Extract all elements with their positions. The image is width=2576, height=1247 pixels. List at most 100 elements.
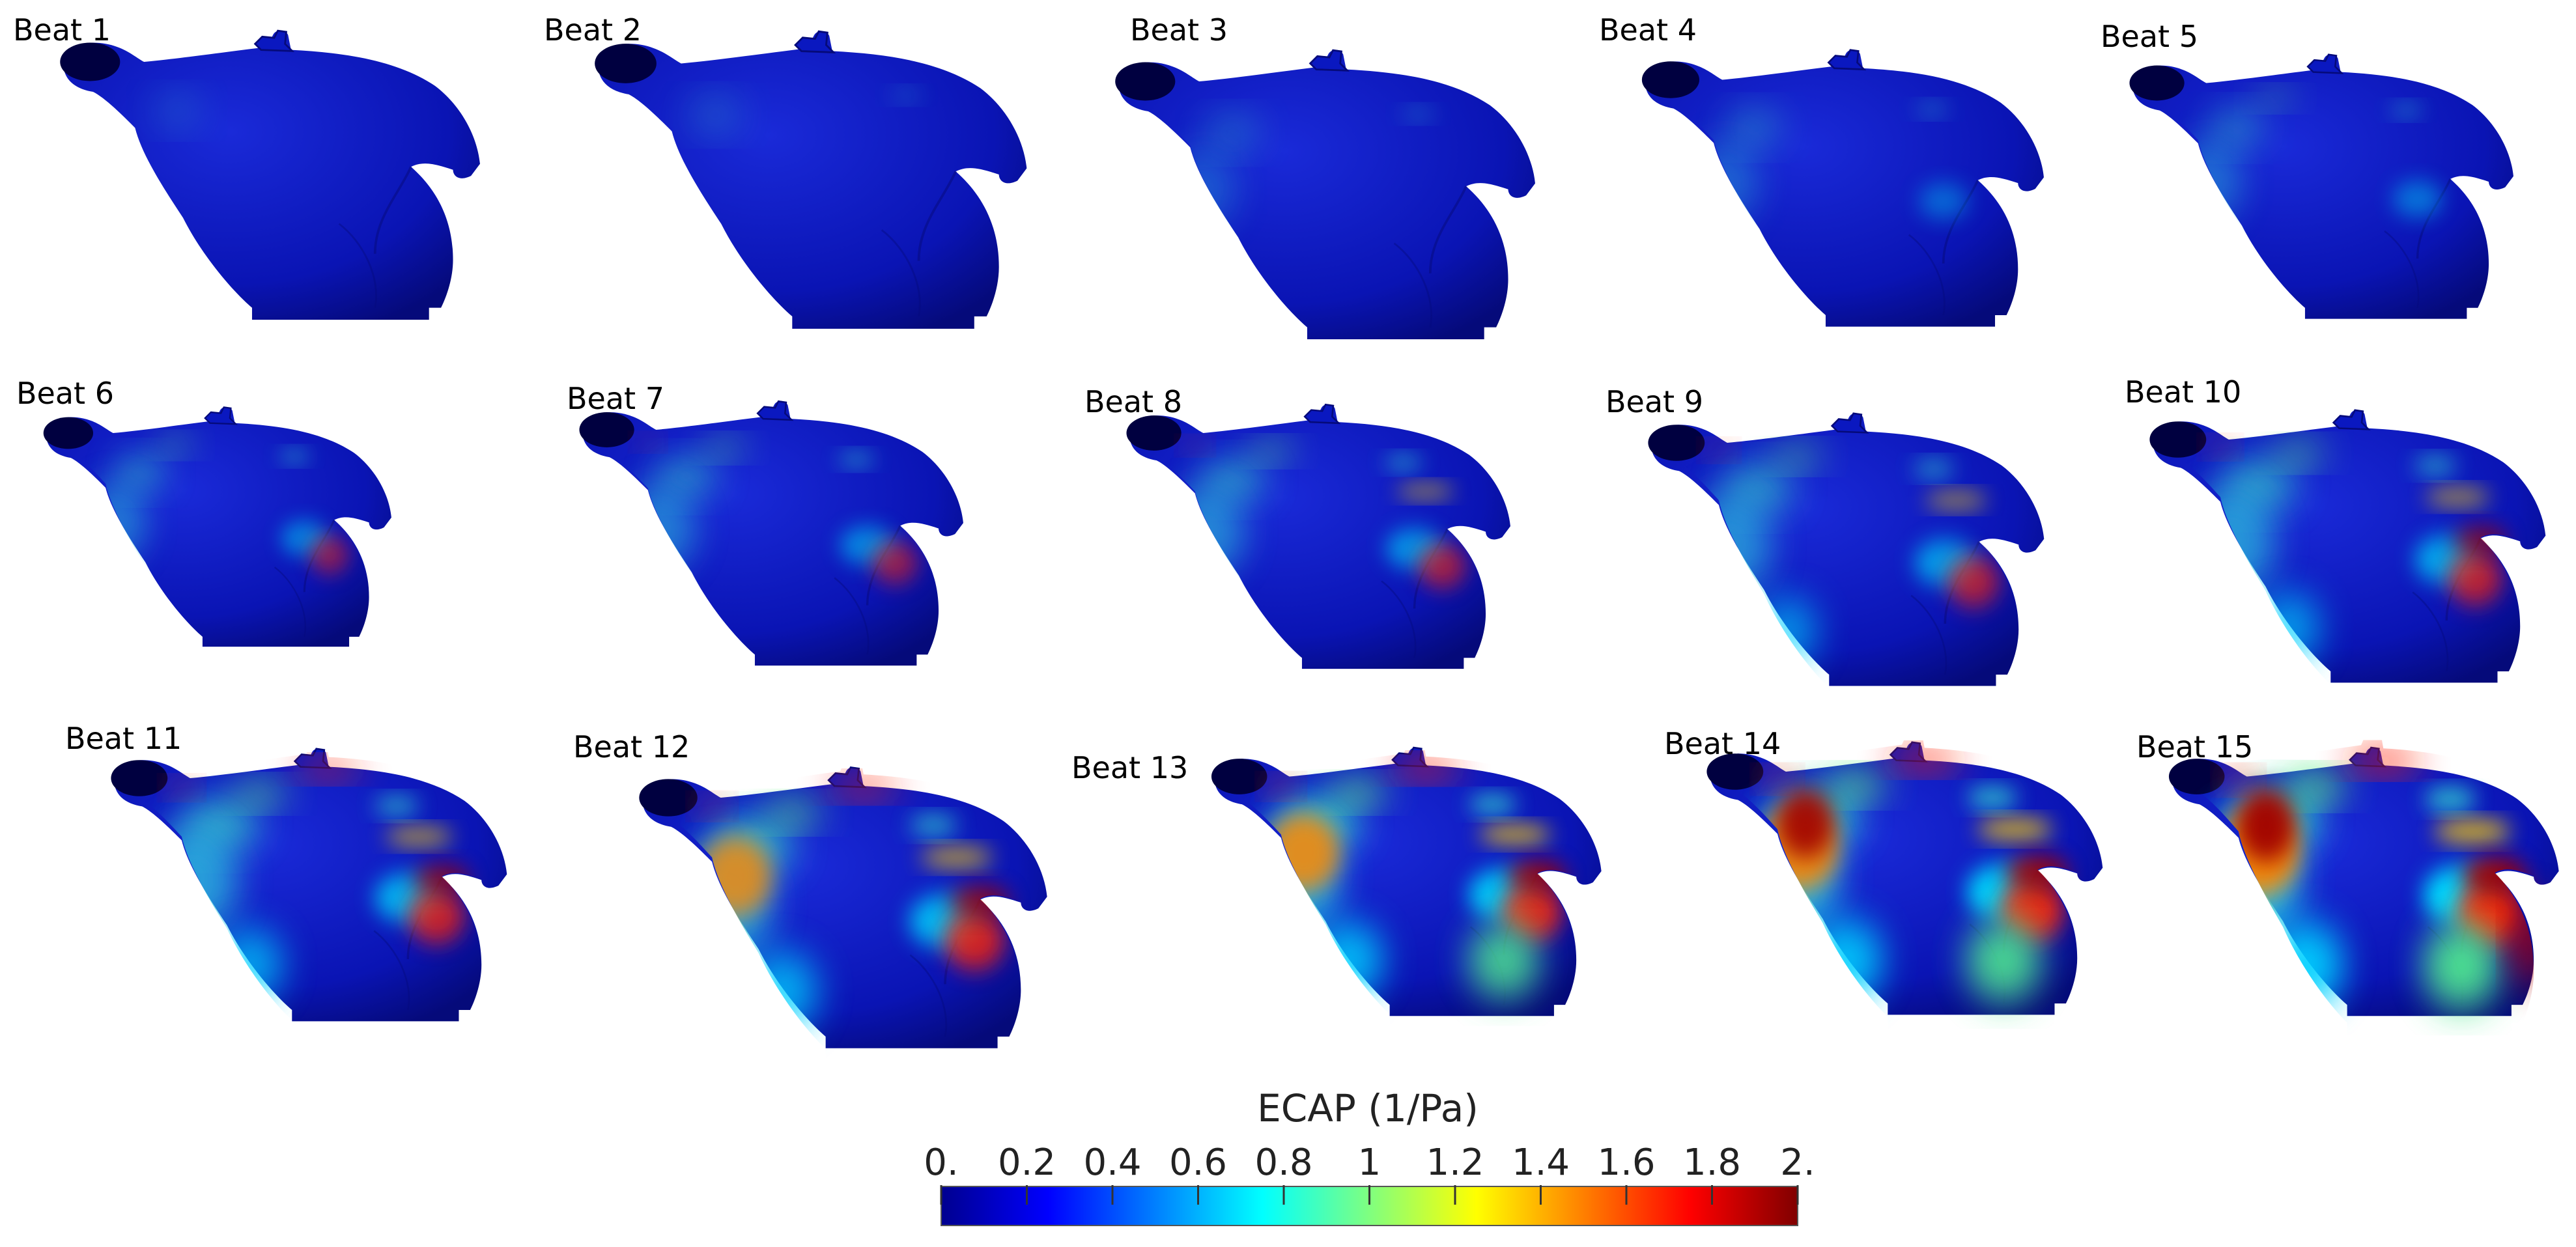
colorbar-tick-label: 1.8: [1683, 1142, 1741, 1184]
hotspot: [278, 450, 311, 463]
hotspot: [1688, 492, 1772, 596]
hotspot: [1807, 918, 1884, 1003]
hotspot: [687, 98, 743, 132]
colorbar-tick-label: 0.2: [998, 1142, 1056, 1184]
hotspot: [1329, 781, 1389, 804]
hotspot: [1247, 442, 1296, 460]
hotspot: [414, 864, 470, 895]
colorbar-tick-label: 0.4: [1083, 1142, 1141, 1184]
hotspot: [1267, 813, 1340, 891]
hotspot: [2425, 488, 2491, 506]
hotspot: [2272, 442, 2327, 464]
hotspot: [2422, 921, 2500, 1010]
panels-grid: Beat 1 Beat 2 Beat 3 Beat 4 Beat 5 Beat 6 Beat…: [13, 12, 2560, 1050]
hotspot: [309, 535, 350, 575]
hotspot: [1312, 921, 1384, 1000]
colorbar-tick-label: 1.6: [1597, 1142, 1655, 1184]
hotspot: [1967, 788, 2018, 808]
hotspot: [1402, 108, 1435, 120]
hotspot: [408, 888, 465, 944]
hotspot: [1267, 778, 1295, 794]
hotspot: [1925, 492, 1988, 509]
beat-panel: Beat 11: [65, 721, 509, 1023]
hotspot: [1915, 103, 1949, 116]
hotspot: [2207, 109, 2266, 147]
beat-panel: Beat 8: [1084, 384, 1512, 670]
hotspot: [699, 836, 772, 917]
hotspot: [950, 885, 1011, 919]
beat-panel: Beat 5: [2101, 19, 2515, 320]
beat-label: Beat 12: [573, 729, 690, 764]
beat-label: Beat 11: [65, 721, 182, 756]
hotspot: [2224, 771, 2253, 789]
hotspot: [2344, 750, 2422, 772]
colorbar-tick-label: 1.4: [1512, 1142, 1570, 1184]
hotspot: [2433, 820, 2512, 842]
beat-label: Beat 9: [1606, 384, 1703, 419]
hotspot: [1169, 150, 1235, 228]
beat-panel: Beat 13: [1071, 746, 1603, 1018]
hotspot: [1184, 439, 1206, 452]
hotspot: [385, 828, 453, 845]
heart-model: [595, 31, 1026, 329]
colorbar-ticks: 0. 0.2 0.4 0.6 0.8 1 1.2 1.4 1.6 1.8 2.: [924, 1142, 1815, 1205]
beat-panel: Beat 1: [13, 12, 481, 322]
beat-panel: Beat 15: [2136, 729, 2560, 1018]
hotspot: [2188, 486, 2276, 595]
colorbar-tick-label: 0.: [924, 1142, 958, 1184]
hotspot: [1384, 455, 1423, 470]
hotspot: [2254, 90, 2296, 107]
hotspot: [2413, 457, 2457, 475]
beat-label: Beat 15: [2136, 729, 2253, 764]
beat-panel: Beat 4: [1599, 12, 2045, 328]
heart-model: [1640, 48, 2045, 328]
heart-model: [2128, 53, 2515, 320]
hotspot: [2392, 181, 2442, 217]
hotspot: [2237, 787, 2296, 862]
hotspot: [2284, 773, 2349, 800]
hotspot: [83, 483, 148, 562]
beat-label: Beat 14: [1664, 726, 1781, 761]
hotspot: [1977, 819, 2054, 839]
hotspot: [698, 798, 726, 815]
colorbar-title: ECAP (1/Pa): [1257, 1086, 1479, 1130]
hotspot: [763, 800, 824, 825]
heart-model: [1114, 48, 1536, 341]
hotspot: [1947, 555, 2000, 608]
hotspot: [1886, 750, 1963, 770]
hotspot: [2256, 592, 2321, 665]
hotspot: [2266, 921, 2344, 1010]
hotspot: [2390, 104, 2424, 117]
hotspot: [147, 824, 238, 935]
hotspot: [654, 457, 719, 496]
hotspot: [890, 89, 922, 102]
hotspot: [169, 780, 195, 795]
hotspot: [1707, 443, 1731, 457]
hotspot: [1479, 825, 1551, 844]
beat-label: Beat 2: [544, 12, 642, 48]
beat-label: Beat 10: [2125, 374, 2241, 410]
hotspot: [944, 910, 1005, 970]
colorbar: ECAP (1/Pa) 0. 0.2 0.4 0.6 0.8 1 1.2 1.4 1.6 1.8 2…: [924, 1086, 1815, 1226]
ecap-hotspots: [687, 89, 922, 132]
beat-label: Beat 13: [1071, 750, 1188, 785]
hotspot: [2453, 525, 2508, 556]
hotspot: [1389, 759, 1462, 778]
hotspot: [233, 783, 289, 805]
beat-panel: Beat 10: [2125, 374, 2547, 684]
beat-panel: Beat 3: [1114, 12, 1536, 341]
hotspot: [2005, 855, 2070, 891]
hotspot: [827, 778, 900, 797]
beat-label: Beat 3: [1130, 12, 1228, 48]
hotspot: [2424, 789, 2476, 810]
hotspot: [2448, 551, 2502, 606]
colorbar-tick-label: 1.2: [1426, 1142, 1484, 1184]
beat-label: Beat 5: [2101, 19, 2198, 54]
hotspot: [1167, 486, 1245, 577]
hotspot: [1725, 109, 1783, 146]
hotspot: [1824, 772, 1889, 798]
hotspot: [1691, 143, 1759, 223]
hotspot: [701, 439, 748, 457]
hotspot: [1965, 918, 2042, 1003]
